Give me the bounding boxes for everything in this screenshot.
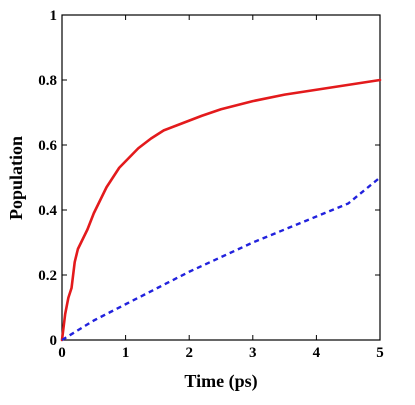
y-tick-label: 0.6 [38,138,57,154]
x-tick-label: 3 [249,345,257,361]
plot-area: 0 1 2 3 4 5 0 0.2 0.4 0.6 0.8 1 [38,8,384,361]
y-tick-label: 0.8 [38,73,57,89]
x-tick-label: 2 [185,345,193,361]
y-tick-label: 0.2 [38,268,57,284]
y-tick-label: 0 [50,333,58,349]
y-tick-label: 0.4 [38,203,57,219]
x-axis-label: Time (ps) [184,371,257,392]
y-axis-label: Population [6,136,26,220]
y-tick-label: 1 [50,8,58,24]
plot-frame [61,14,381,341]
x-tick-label: 1 [122,345,130,361]
x-tick-label: 5 [376,345,384,361]
x-tick-label: 4 [313,345,321,361]
x-tick-label: 0 [58,345,66,361]
series-line-dashed-blue [61,176,381,342]
series-line-solid-red [60,78,382,342]
